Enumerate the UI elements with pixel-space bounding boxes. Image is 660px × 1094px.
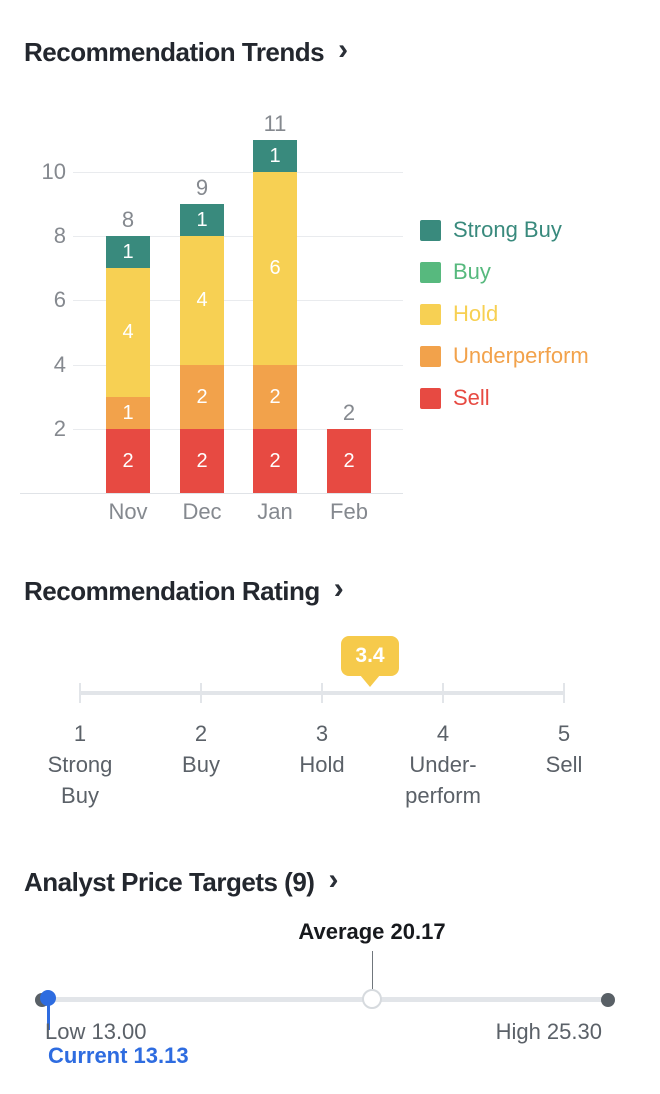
bar-segment-hold-jan: 6 bbox=[253, 172, 297, 365]
average-connector-line bbox=[372, 951, 373, 990]
price-range-track bbox=[42, 997, 608, 1002]
gridline-2 bbox=[73, 429, 403, 430]
recommendation-rating-title: Recommendation Rating bbox=[24, 576, 320, 606]
gridline-6 bbox=[73, 300, 403, 301]
legend-label-buy: Buy bbox=[453, 259, 491, 284]
bar-total-feb: 2 bbox=[342, 400, 356, 425]
scale-word-hold: Hold bbox=[299, 752, 345, 777]
scale-number-1: 1 bbox=[73, 721, 87, 746]
bar-segment-strong-buy-nov: 1 bbox=[106, 236, 150, 268]
current-price-line bbox=[47, 998, 50, 1030]
chevron-right-icon: › bbox=[328, 863, 339, 896]
rating-tick-4 bbox=[442, 683, 444, 703]
x-axis-baseline bbox=[20, 493, 403, 494]
gridline-8 bbox=[73, 236, 403, 237]
legend-swatch-hold bbox=[420, 303, 441, 325]
scale-number-4: 4 bbox=[436, 721, 450, 746]
bar-segment-hold-dec: 4 bbox=[180, 236, 224, 365]
bar-segment-underperform-dec: 2 bbox=[180, 365, 224, 429]
bar-total-nov: 8 bbox=[121, 207, 135, 232]
bar-segment-strong-buy-dec: 1 bbox=[180, 204, 224, 236]
legend-swatch-underperform bbox=[420, 345, 441, 367]
scale-word-buy: Buy bbox=[182, 752, 220, 777]
bar-segment-sell-nov: 2 bbox=[106, 429, 150, 493]
legend-label-strong-buy: Strong Buy bbox=[453, 217, 562, 242]
high-price-label: High 25.30 bbox=[495, 1019, 602, 1044]
scale-label-strong-buy: 1 Strong Buy bbox=[10, 718, 150, 811]
legend-swatch-buy bbox=[420, 261, 441, 283]
bar-segment-sell-jan: 2 bbox=[253, 429, 297, 493]
y-axis-label-6: 6 bbox=[53, 287, 66, 312]
scale-label-sell: 5 Sell bbox=[494, 718, 634, 780]
recommendation-trends-title: Recommendation Trends bbox=[24, 37, 325, 67]
scale-word-perform: perform bbox=[405, 783, 481, 808]
bar-segment-strong-buy-jan: 1 bbox=[253, 140, 297, 172]
analyst-price-targets-title: Analyst Price Targets (9) bbox=[24, 867, 315, 897]
legend-item-hold[interactable]: Hold bbox=[420, 303, 498, 325]
legend-item-buy[interactable]: Buy bbox=[420, 261, 491, 283]
bar-total-dec: 9 bbox=[195, 175, 209, 200]
current-price-label: Current 13.13 bbox=[48, 1043, 189, 1068]
legend-swatch-sell bbox=[420, 387, 441, 409]
rating-badge: 3.4 bbox=[341, 636, 399, 676]
average-price-marker bbox=[362, 989, 382, 1009]
x-axis-label-nov: Nov bbox=[108, 499, 148, 524]
rating-tick-5 bbox=[563, 683, 565, 703]
low-price-label: Low 13.00 bbox=[45, 1019, 147, 1044]
y-axis-label-2: 2 bbox=[53, 416, 66, 441]
x-axis-label-feb: Feb bbox=[330, 499, 368, 524]
rating-tick-1 bbox=[79, 683, 81, 703]
analyst-price-targets-link[interactable]: Analyst Price Targets (9) › bbox=[24, 863, 339, 898]
legend-label-underperform: Underperform bbox=[453, 343, 589, 368]
legend-label-sell: Sell bbox=[453, 385, 490, 410]
bar-segment-hold-nov: 4 bbox=[106, 268, 150, 397]
rating-badge-pointer-icon bbox=[360, 675, 380, 687]
y-axis-label-8: 8 bbox=[53, 223, 66, 248]
high-price-dot bbox=[601, 993, 615, 1007]
recommendation-rating-link[interactable]: Recommendation Rating › bbox=[24, 572, 344, 607]
y-axis-label-4: 4 bbox=[53, 352, 66, 377]
scale-word-sell: Sell bbox=[545, 752, 583, 777]
rating-tick-2 bbox=[200, 683, 202, 703]
current-price-dot bbox=[40, 990, 56, 1006]
scale-number-5: 5 bbox=[557, 721, 571, 746]
scale-word-buy: Buy bbox=[61, 783, 99, 808]
bar-segment-sell-feb: 2 bbox=[327, 429, 371, 493]
scale-word-under-: Under- bbox=[409, 752, 477, 777]
average-price-label: Average 20.17 bbox=[298, 919, 446, 944]
scale-word-strong: Strong bbox=[47, 752, 113, 777]
legend-item-underperform[interactable]: Underperform bbox=[420, 345, 589, 367]
recommendation-trends-link[interactable]: Recommendation Trends › bbox=[24, 33, 349, 68]
legend-label-hold: Hold bbox=[453, 301, 499, 326]
scale-number-2: 2 bbox=[194, 721, 208, 746]
bar-segment-sell-dec: 2 bbox=[180, 429, 224, 493]
legend-item-strong-buy[interactable]: Strong Buy bbox=[420, 219, 562, 241]
chevron-right-icon: › bbox=[338, 33, 349, 66]
chevron-right-icon: › bbox=[333, 572, 344, 605]
bar-segment-underperform-nov: 1 bbox=[106, 397, 150, 429]
x-axis-label-dec: Dec bbox=[182, 499, 222, 524]
scale-label-buy: 2 Buy bbox=[131, 718, 271, 780]
legend-item-sell[interactable]: Sell bbox=[420, 387, 490, 409]
rating-tick-3 bbox=[321, 683, 323, 703]
scale-label-under-perform: 4 Under-perform bbox=[373, 718, 513, 811]
gridline-10 bbox=[73, 172, 403, 173]
bar-segment-underperform-jan: 2 bbox=[253, 365, 297, 429]
legend-swatch-strong-buy bbox=[420, 219, 441, 241]
x-axis-label-jan: Jan bbox=[257, 499, 293, 524]
scale-number-3: 3 bbox=[315, 721, 329, 746]
bar-total-jan: 11 bbox=[263, 111, 287, 136]
scale-label-hold: 3 Hold bbox=[252, 718, 392, 780]
y-axis-label-10: 10 bbox=[41, 159, 66, 184]
gridline-4 bbox=[73, 365, 403, 366]
